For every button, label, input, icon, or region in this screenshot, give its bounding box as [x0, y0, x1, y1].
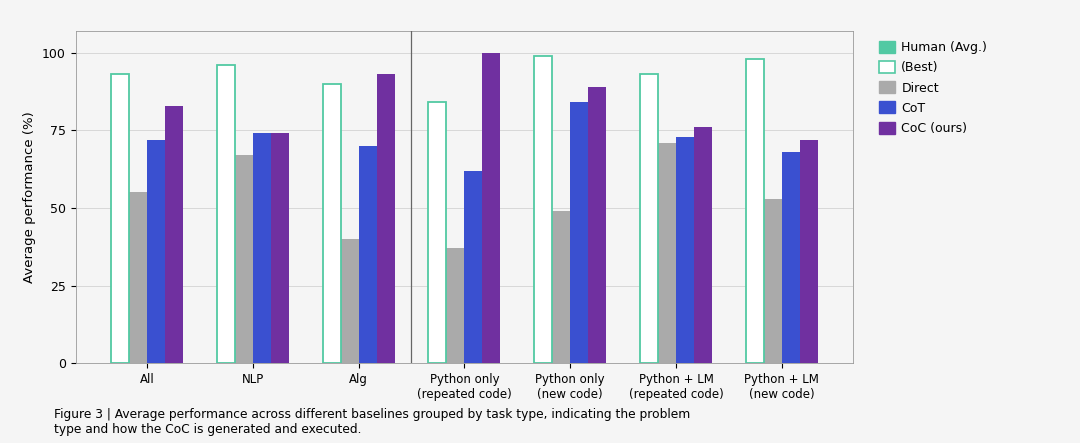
Y-axis label: Average performance (%): Average performance (%) — [24, 111, 37, 283]
Bar — [111, 152, 129, 363]
Bar — [429, 205, 446, 363]
Bar — [147, 140, 165, 363]
Bar — [658, 143, 676, 363]
Bar — [377, 74, 394, 363]
Bar — [676, 136, 694, 363]
Bar — [640, 74, 658, 363]
Legend: Human (Avg.), (Best), Direct, CoT, CoC (ours): Human (Avg.), (Best), Direct, CoT, CoC (… — [875, 37, 990, 139]
Bar — [111, 74, 129, 363]
Bar — [359, 146, 377, 363]
Bar — [429, 102, 446, 363]
Bar — [782, 152, 800, 363]
Bar — [234, 155, 253, 363]
Bar — [535, 124, 552, 363]
Bar — [764, 199, 782, 363]
Bar — [165, 105, 183, 363]
Bar — [129, 192, 147, 363]
Bar — [535, 56, 552, 363]
Bar — [483, 53, 500, 363]
Bar — [323, 167, 340, 363]
Bar — [217, 65, 234, 363]
Bar — [746, 130, 764, 363]
Bar — [746, 59, 764, 363]
Bar — [271, 133, 288, 363]
Text: Figure 3 | Average performance across different baselines grouped by task type, : Figure 3 | Average performance across di… — [54, 408, 690, 435]
Bar — [570, 102, 589, 363]
Bar — [340, 239, 359, 363]
Bar — [640, 158, 658, 363]
Bar — [800, 140, 818, 363]
Bar — [694, 127, 712, 363]
Bar — [253, 133, 271, 363]
Bar — [552, 211, 570, 363]
Bar — [323, 84, 340, 363]
Bar — [464, 171, 483, 363]
Bar — [589, 87, 606, 363]
Bar — [217, 143, 234, 363]
Bar — [446, 249, 464, 363]
